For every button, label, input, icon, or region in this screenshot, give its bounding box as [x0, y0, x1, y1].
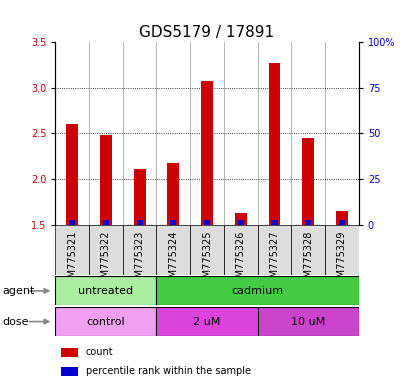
Text: GSM775325: GSM775325 — [202, 231, 211, 290]
Bar — [234, 213, 246, 225]
Bar — [204, 220, 209, 225]
Bar — [122, 225, 156, 275]
Text: GSM775328: GSM775328 — [302, 231, 312, 290]
Bar — [61, 348, 78, 357]
Bar — [156, 225, 190, 275]
Bar — [136, 220, 142, 225]
Bar — [69, 220, 75, 225]
Text: GSM775329: GSM775329 — [336, 231, 346, 290]
Text: GSM775324: GSM775324 — [168, 231, 178, 290]
Text: cadmium: cadmium — [231, 286, 283, 296]
Bar — [338, 220, 344, 225]
Text: 2 uM: 2 uM — [193, 316, 220, 327]
Bar — [156, 276, 358, 305]
Bar — [324, 225, 358, 275]
Bar — [55, 276, 156, 305]
Text: GSM775327: GSM775327 — [269, 231, 279, 290]
Bar — [237, 220, 243, 225]
Text: GSM775323: GSM775323 — [134, 231, 144, 290]
Title: GDS5179 / 17891: GDS5179 / 17891 — [139, 25, 274, 40]
Bar — [55, 225, 89, 275]
Bar — [55, 307, 156, 336]
Bar — [268, 63, 280, 225]
Text: dose: dose — [2, 316, 29, 327]
Bar — [301, 138, 313, 225]
Bar — [304, 220, 310, 225]
Bar — [167, 163, 179, 225]
Text: percentile rank within the sample: percentile rank within the sample — [85, 366, 250, 376]
Bar — [257, 225, 291, 275]
Text: untreated: untreated — [78, 286, 133, 296]
Bar — [100, 135, 112, 225]
Text: count: count — [85, 347, 113, 357]
Bar — [61, 367, 78, 376]
Bar — [335, 211, 347, 225]
Text: agent: agent — [2, 286, 34, 296]
Bar — [66, 124, 78, 225]
Text: control: control — [86, 316, 125, 327]
Bar — [291, 225, 324, 275]
Bar — [156, 307, 257, 336]
Bar — [201, 81, 212, 225]
Bar — [190, 225, 223, 275]
Bar — [271, 220, 277, 225]
Bar — [223, 225, 257, 275]
Text: GSM775326: GSM775326 — [235, 231, 245, 290]
Bar — [89, 225, 122, 275]
Bar — [257, 307, 358, 336]
Bar — [170, 220, 176, 225]
Text: GSM775322: GSM775322 — [101, 231, 111, 290]
Text: 10 uM: 10 uM — [290, 316, 324, 327]
Bar — [133, 169, 145, 225]
Text: GSM775321: GSM775321 — [67, 231, 77, 290]
Bar — [103, 220, 109, 225]
